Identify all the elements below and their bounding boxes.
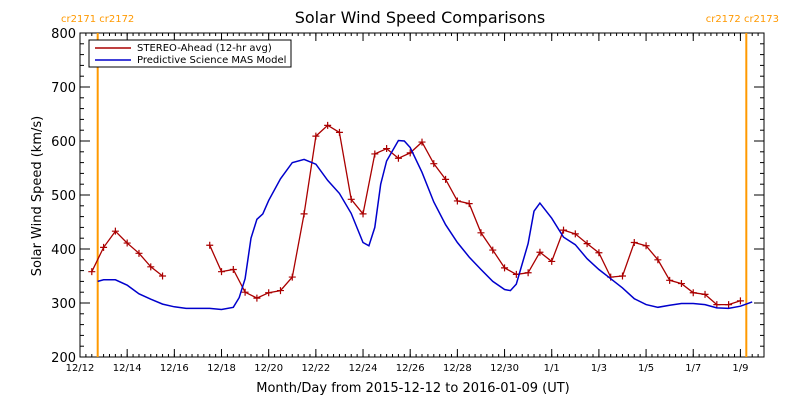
- x-tick-label: 1/7: [685, 363, 701, 374]
- data-point-stereo: [453, 197, 461, 205]
- data-point-stereo: [206, 241, 214, 249]
- data-point-stereo: [736, 297, 744, 305]
- x-tick-label: 12/12: [66, 363, 95, 374]
- data-point-stereo: [713, 301, 721, 309]
- data-point-stereo: [123, 239, 131, 247]
- data-point-stereo: [241, 288, 249, 296]
- data-point-stereo: [489, 246, 497, 254]
- y-tick-label: 800: [51, 27, 76, 42]
- data-point-stereo: [288, 273, 296, 281]
- series-line-model: [97, 139, 753, 311]
- data-point-stereo: [88, 268, 96, 276]
- data-point-stereo: [595, 249, 603, 257]
- data-point-stereo: [218, 268, 226, 276]
- y-tick-label: 200: [51, 351, 76, 366]
- data-point-stereo: [630, 239, 638, 247]
- legend-box: [88, 39, 292, 68]
- x-tick-label: 12/22: [301, 363, 330, 374]
- data-point-stereo: [324, 121, 332, 129]
- data-point-stereo: [583, 240, 591, 248]
- x-tick-label: 12/14: [113, 363, 142, 374]
- data-point-stereo: [701, 290, 709, 298]
- legend-label-stereo: STEREO-Ahead (12-hr avg): [137, 43, 272, 54]
- x-tick-label: 1/3: [591, 363, 607, 374]
- x-tick-label: 1/9: [732, 363, 748, 374]
- x-tick-label: 12/26: [396, 363, 425, 374]
- data-point-stereo: [265, 289, 273, 297]
- x-axis-label: Month/Day from 2015-12-12 to 2016-01-09 …: [256, 381, 569, 396]
- plot-area: 12/12 12/14 12/16 12/18 12/20 12/22 12/24 12/26…: [51, 14, 779, 374]
- data-point-stereo: [536, 248, 544, 256]
- y-tick-label: 600: [51, 135, 76, 150]
- data-point-stereo: [654, 256, 662, 264]
- x-tick-label: 12/24: [349, 363, 378, 374]
- y-tick-label: 300: [51, 297, 76, 312]
- data-point-stereo: [371, 150, 379, 158]
- data-point-stereo: [276, 287, 284, 295]
- data-point-stereo: [501, 264, 509, 272]
- x-tick-label: 1/1: [544, 363, 560, 374]
- carrington-marker-label: cr2172 cr2173: [706, 14, 779, 25]
- data-point-stereo: [100, 243, 108, 251]
- data-point-stereo: [666, 276, 674, 284]
- data-point-stereo: [147, 263, 155, 271]
- data-point-stereo: [418, 138, 426, 146]
- data-point-stereo: [571, 230, 579, 238]
- series-line-stereo: [209, 124, 741, 306]
- data-point-stereo: [677, 280, 685, 288]
- data-point-stereo: [477, 229, 485, 237]
- x-tick-label: 12/20: [254, 363, 283, 374]
- x-tick-label: 12/16: [160, 363, 189, 374]
- data-point-stereo: [725, 301, 733, 309]
- data-point-stereo: [383, 145, 391, 153]
- data-point-stereo: [618, 272, 626, 280]
- chart-title: Solar Wind Speed Comparisons: [295, 8, 546, 27]
- data-point-stereo: [300, 210, 308, 218]
- data-point-stereo: [347, 195, 355, 203]
- x-tick-label: 12/18: [207, 363, 236, 374]
- data-point-stereo: [111, 227, 119, 235]
- data-point-stereo: [312, 132, 320, 140]
- x-tick-label: 12/28: [443, 363, 472, 374]
- data-point-stereo: [689, 289, 697, 297]
- data-point-stereo: [442, 175, 450, 183]
- data-point-stereo: [229, 266, 237, 274]
- data-point-stereo: [135, 249, 143, 257]
- data-point-stereo: [335, 128, 343, 136]
- data-point-stereo: [642, 242, 650, 250]
- legend: STEREO-Ahead (12-hr avg) Predictive Scie…: [88, 39, 292, 68]
- data-point-stereo: [524, 269, 532, 277]
- data-point-stereo: [394, 154, 402, 162]
- data-point-stereo: [560, 226, 568, 234]
- legend-label-model: Predictive Science MAS Model: [137, 55, 286, 66]
- y-tick-label: 700: [51, 81, 76, 96]
- data-point-stereo: [465, 200, 473, 208]
- y-tick-label: 500: [51, 189, 76, 204]
- carrington-marker-label: cr2171 cr2172: [61, 14, 134, 25]
- data-point-stereo: [359, 210, 367, 218]
- x-tick-label: 1/5: [638, 363, 654, 374]
- series-line-stereo: [91, 230, 163, 277]
- x-tick-label: 12/30: [490, 363, 519, 374]
- data-point-stereo: [159, 272, 167, 280]
- data-point-stereo: [548, 257, 556, 265]
- data-point-stereo: [253, 294, 261, 302]
- data-point-stereo: [430, 160, 438, 168]
- y-axis-label: Solar Wind Speed (km/s): [30, 116, 45, 276]
- y-tick-label: 400: [51, 243, 76, 258]
